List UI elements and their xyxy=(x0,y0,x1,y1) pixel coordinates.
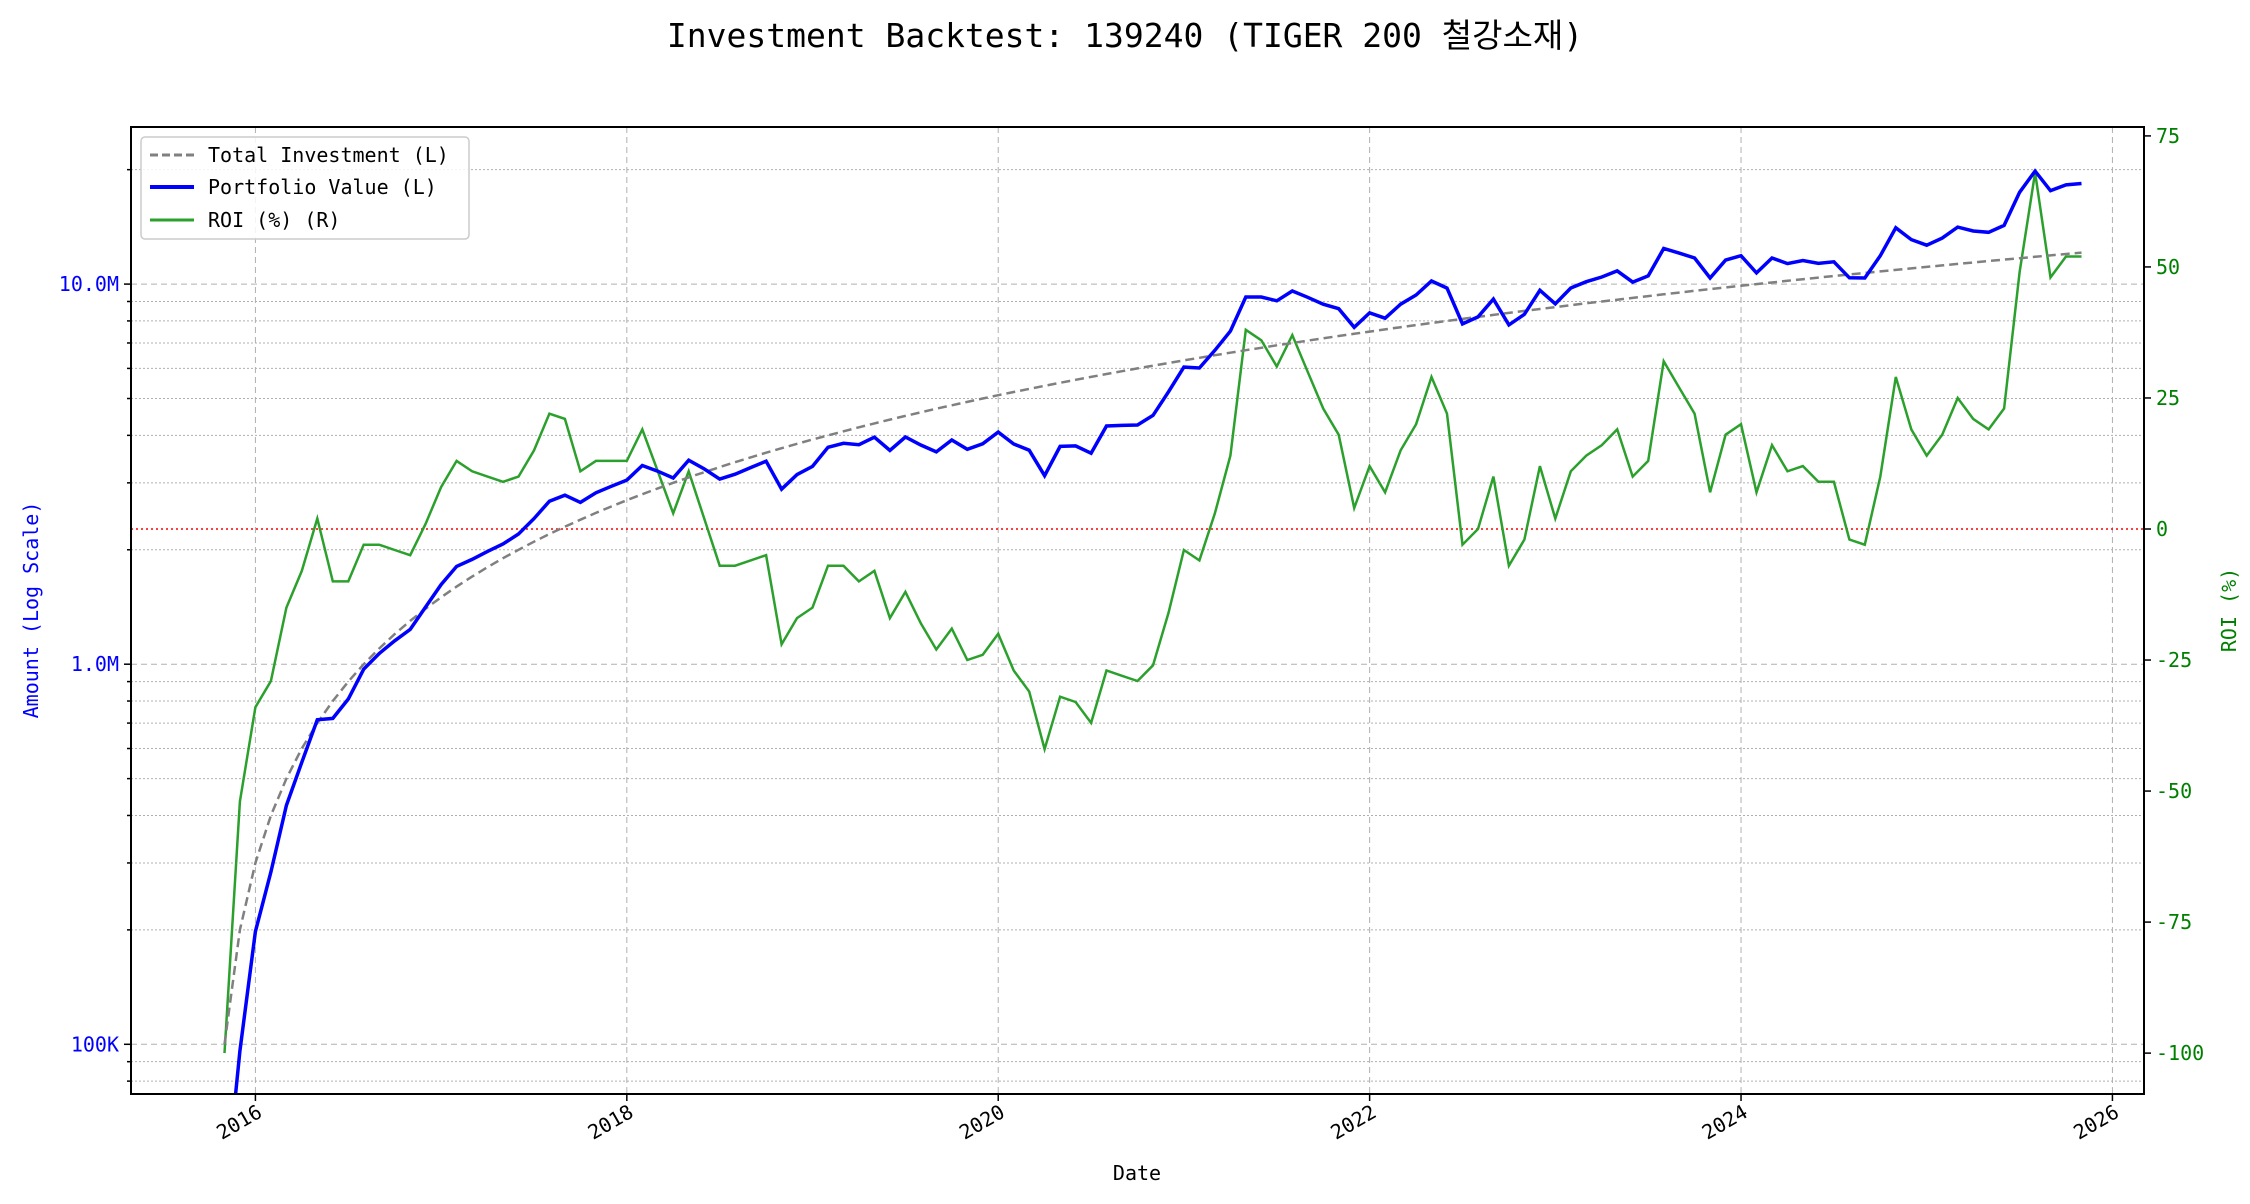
legend-label-roi: ROI (%) (R) xyxy=(208,208,340,232)
y-axis-right-label: ROI (%) xyxy=(2217,568,2241,652)
x-tick-label: 2022 xyxy=(1326,1100,1380,1145)
y-left-tick-label: 100K xyxy=(71,1032,119,1056)
x-tick-label: 2016 xyxy=(212,1100,266,1145)
y-axis-left-label: Amount (Log Scale) xyxy=(19,502,43,719)
x-tick-label: 2024 xyxy=(1698,1100,1752,1145)
legend: Total Investment (L) Portfolio Value (L)… xyxy=(141,137,469,239)
portfolio-value-line xyxy=(236,171,2082,1094)
y-right-tick-label: 0 xyxy=(2156,517,2168,541)
series-layer xyxy=(131,171,2144,1094)
x-axis: 2016 2018 2020 2022 2024 2026 xyxy=(212,1094,2123,1144)
y-right-tick-label: -50 xyxy=(2156,779,2192,803)
y-left-tick-label: 10.0M xyxy=(59,272,119,296)
y-right-tick-label: 50 xyxy=(2156,255,2180,279)
y-right-tick-label: -25 xyxy=(2156,648,2192,672)
chart-title: Investment Backtest: 139240 (TIGER 200 철… xyxy=(667,16,1583,55)
y-axis-right: 75 50 25 0 -25 -50 -75 -100 xyxy=(2144,124,2204,1065)
y-right-tick-label: -75 xyxy=(2156,910,2192,934)
roi-line xyxy=(225,173,2082,1054)
x-tick-label: 2026 xyxy=(2069,1100,2123,1145)
y-axis-left: 100K 1.0M 10.0M xyxy=(59,170,131,1081)
x-tick-label: 2018 xyxy=(584,1100,638,1145)
x-tick-label: 2020 xyxy=(955,1100,1009,1145)
y-left-tick-label: 1.0M xyxy=(71,652,119,676)
y-right-tick-label: 25 xyxy=(2156,386,2180,410)
legend-label-portfolio: Portfolio Value (L) xyxy=(208,175,437,199)
total-investment-line xyxy=(225,253,2082,1045)
y-right-tick-label: -100 xyxy=(2156,1041,2204,1065)
x-axis-label: Date xyxy=(1113,1161,1161,1185)
y-right-tick-label: 75 xyxy=(2156,124,2180,148)
legend-label-total: Total Investment (L) xyxy=(208,143,449,167)
